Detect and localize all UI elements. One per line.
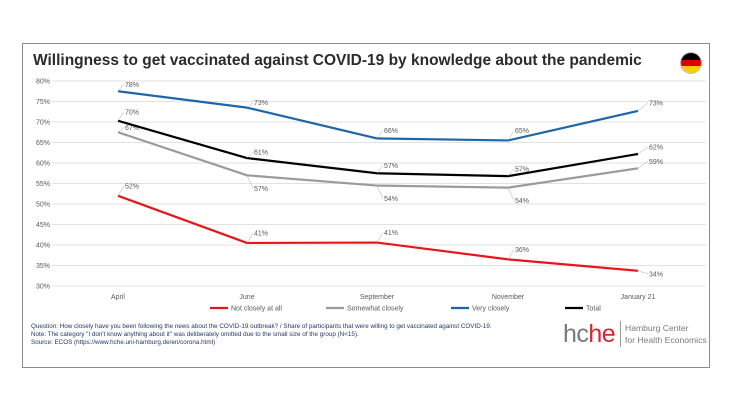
- data-label: 66%: [384, 128, 398, 135]
- x-tick-label: September: [360, 294, 395, 301]
- data-label-leader: [117, 127, 125, 133]
- y-tick-label: 70%: [36, 120, 50, 127]
- data-label: 36%: [515, 247, 529, 254]
- question-note: Question: How closely have you been foll…: [31, 323, 492, 330]
- data-label: 57%: [384, 163, 398, 170]
- data-label: 34%: [649, 271, 663, 278]
- data-label-leader: [637, 102, 649, 112]
- data-label-leader: [246, 151, 254, 159]
- data-label: 62%: [649, 144, 663, 151]
- y-tick-label: 45%: [36, 222, 50, 229]
- y-tick-label: 80%: [36, 79, 50, 86]
- data-label-leader: [637, 146, 649, 155]
- source-note: Source: ECOS (https://www.hche.uni-hambu…: [31, 339, 216, 346]
- data-label: 73%: [254, 100, 268, 107]
- data-label: 41%: [254, 230, 268, 237]
- data-label: 41%: [384, 230, 398, 237]
- y-tick-label: 35%: [36, 263, 50, 270]
- data-label-leader: [637, 161, 649, 169]
- y-tick-label: 55%: [36, 181, 50, 188]
- data-label-leader: [246, 232, 254, 244]
- legend-label: Total: [586, 306, 601, 313]
- data-label: 57%: [515, 167, 529, 174]
- data-label: 54%: [384, 196, 398, 203]
- data-label: 65%: [515, 128, 529, 135]
- logo-text-line1: Hamburg Center: [625, 323, 689, 333]
- data-label: 52%: [125, 183, 139, 190]
- data-label: 54%: [515, 198, 529, 205]
- chart-title: Willingness to get vaccinated against CO…: [33, 52, 642, 69]
- data-label-leader: [507, 249, 515, 260]
- data-label-leader: [507, 168, 515, 177]
- series-line-very-closely: [117, 90, 639, 142]
- data-label-leader: [376, 130, 384, 139]
- data-label: 59%: [649, 159, 663, 166]
- data-label: 73%: [649, 100, 663, 107]
- x-tick-label: June: [239, 294, 254, 301]
- data-label-leader: [117, 111, 125, 121]
- data-label-leader: [246, 102, 254, 108]
- series-line-not-closely-at-all: [117, 194, 639, 272]
- legend-label: Very closely: [472, 306, 510, 313]
- legend-label: Somewhat closely: [347, 306, 404, 313]
- x-tick-label: November: [492, 294, 525, 301]
- data-label-leader: [507, 130, 515, 141]
- y-tick-label: 75%: [36, 99, 50, 106]
- flag-stripe-gold: [681, 66, 701, 73]
- y-tick-label: 65%: [36, 140, 50, 147]
- chart-frame: [22, 43, 710, 368]
- data-label-leader: [376, 185, 384, 199]
- data-label-leader: [246, 175, 254, 189]
- logo-mark-prefix: hc: [563, 320, 589, 348]
- flag-stripe-black: [681, 53, 701, 60]
- data-label-leader: [507, 187, 515, 201]
- data-label-leader: [117, 185, 125, 196]
- logo-text-line2: for Health Economics: [625, 335, 707, 345]
- data-label: 67%: [125, 125, 139, 132]
- data-label: 78%: [125, 82, 139, 89]
- series-line-somewhat-closely: [117, 131, 639, 189]
- legend-label: Not closely at all: [231, 306, 282, 313]
- flag-stripe-red: [681, 59, 701, 67]
- data-label-leader: [117, 84, 125, 92]
- data-label-leader: [637, 270, 649, 275]
- german-flag-icon: [681, 53, 701, 73]
- data-label: 57%: [254, 186, 268, 193]
- y-tick-label: 40%: [36, 243, 50, 250]
- x-tick-label: January 21: [621, 294, 656, 301]
- omission-note: Note: The category "I don't know anythin…: [31, 331, 359, 338]
- y-tick-label: 50%: [36, 202, 50, 209]
- logo-divider: [620, 321, 621, 347]
- data-label: 61%: [254, 150, 268, 157]
- x-tick-label: April: [111, 294, 125, 301]
- hche-logo: hche: [563, 320, 616, 349]
- y-tick-label: 30%: [36, 284, 50, 291]
- data-label-leader: [376, 232, 384, 243]
- logo-mark-accent: he: [588, 320, 616, 348]
- data-label: 70%: [125, 109, 139, 116]
- data-label-leader: [376, 165, 384, 174]
- y-tick-label: 60%: [36, 161, 50, 168]
